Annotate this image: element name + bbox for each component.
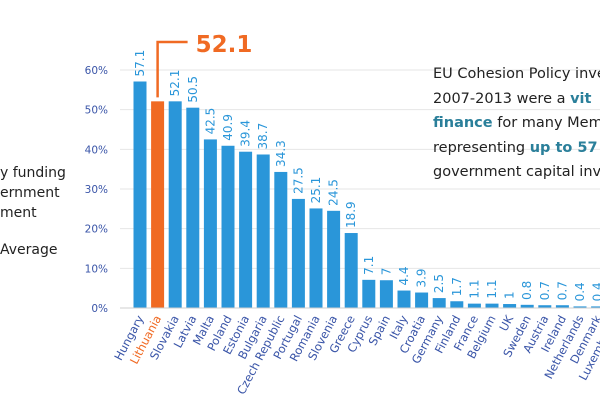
data-label: 0.8: [520, 281, 534, 300]
text-line-3: finance for many Mem: [433, 111, 600, 136]
bar-bulgaria: [256, 154, 270, 308]
data-label: 2.5: [432, 274, 446, 293]
bar-france: [467, 303, 481, 308]
text-line-4: representing up to 57: [433, 136, 600, 161]
bar-ireland: [555, 305, 569, 308]
data-label: 50.5: [186, 76, 200, 103]
left-text-line-1: y funding: [0, 165, 66, 181]
bar-slovakia: [168, 101, 182, 308]
category-label: UK: [496, 312, 516, 333]
y-tick-label: 30%: [85, 184, 108, 196]
data-label: 4.4: [397, 266, 411, 285]
bar-germany: [432, 298, 446, 308]
bar-austria: [538, 305, 552, 308]
data-label: 39.4: [239, 120, 253, 147]
data-label: 1.1: [485, 280, 499, 299]
data-label: 27.5: [291, 167, 305, 194]
bar-slovenia: [327, 210, 341, 308]
left-text-line-3: ment: [0, 205, 37, 221]
highlight-text: up to 57: [529, 139, 598, 156]
bar-czech-republic: [274, 171, 288, 308]
y-tick-label: 10%: [85, 263, 108, 275]
data-label: 18.9: [344, 201, 358, 228]
bar-lithuania: [151, 101, 165, 308]
data-label: 42.5: [203, 108, 217, 135]
highlight-text: finance: [433, 115, 493, 131]
text: representing: [433, 139, 530, 156]
bar-netherlands: [573, 306, 587, 308]
text: 2007-2013 were a: [433, 90, 571, 107]
bar-sweden: [520, 304, 534, 308]
legend-average: Average: [0, 242, 58, 258]
highlight-value-label: 52.1: [196, 32, 253, 58]
data-label: 52.1: [168, 70, 182, 97]
data-label: 0.4: [591, 282, 600, 301]
text-line-1: EU Cohesion Policy inve: [433, 66, 600, 82]
data-label: 38.7: [256, 123, 270, 150]
bar-finland: [450, 301, 464, 308]
bar-denmark: [591, 306, 600, 308]
text-line-2: 2007-2013 were a vit: [433, 87, 600, 112]
bar-cyprus: [362, 279, 376, 308]
data-label: 34.3: [274, 140, 288, 167]
bar-hungary: [133, 81, 147, 309]
data-label: 7.1: [362, 256, 376, 275]
y-tick-label: 0%: [91, 303, 108, 315]
data-label: 0.7: [555, 281, 569, 300]
highlight-callout-line: [156, 40, 188, 98]
data-label: 1.7: [450, 277, 464, 296]
bar-malta: [203, 139, 217, 308]
left-text-line-2: ernment: [0, 185, 60, 201]
data-label: 0.4: [573, 282, 587, 301]
text: for many Mem: [492, 115, 600, 131]
data-label: 25.1: [309, 177, 323, 204]
data-label: 24.5: [327, 179, 341, 206]
bar-poland: [221, 145, 235, 308]
data-label: 7: [379, 268, 393, 276]
bar-spain: [379, 280, 393, 308]
bar-uk: [503, 304, 517, 308]
bar-croatia: [415, 292, 429, 308]
bar-italy: [397, 290, 411, 308]
y-tick-label: 40%: [85, 144, 108, 156]
bar-romania: [309, 208, 323, 308]
data-label: 3.9: [415, 268, 429, 287]
highlight-text: vit: [570, 90, 592, 107]
bar-greece: [344, 233, 358, 308]
data-label: 1.1: [467, 280, 481, 299]
y-tick-label: 20%: [85, 224, 108, 236]
bar-estonia: [239, 151, 253, 308]
bar-latvia: [186, 107, 200, 308]
data-label: 57.1: [133, 50, 147, 77]
y-tick-label: 50%: [85, 105, 108, 117]
cohesion-policy-text: EU Cohesion Policy inve 2007-2013 were a…: [433, 62, 600, 185]
bar-belgium: [485, 303, 499, 308]
data-label: 1: [503, 291, 517, 299]
data-label: 0.7: [538, 281, 552, 300]
y-tick-label: 60%: [85, 65, 108, 77]
data-label: 40.9: [221, 114, 235, 141]
bar-portugal: [291, 198, 305, 308]
text-line-5: government capital inv: [433, 164, 600, 180]
